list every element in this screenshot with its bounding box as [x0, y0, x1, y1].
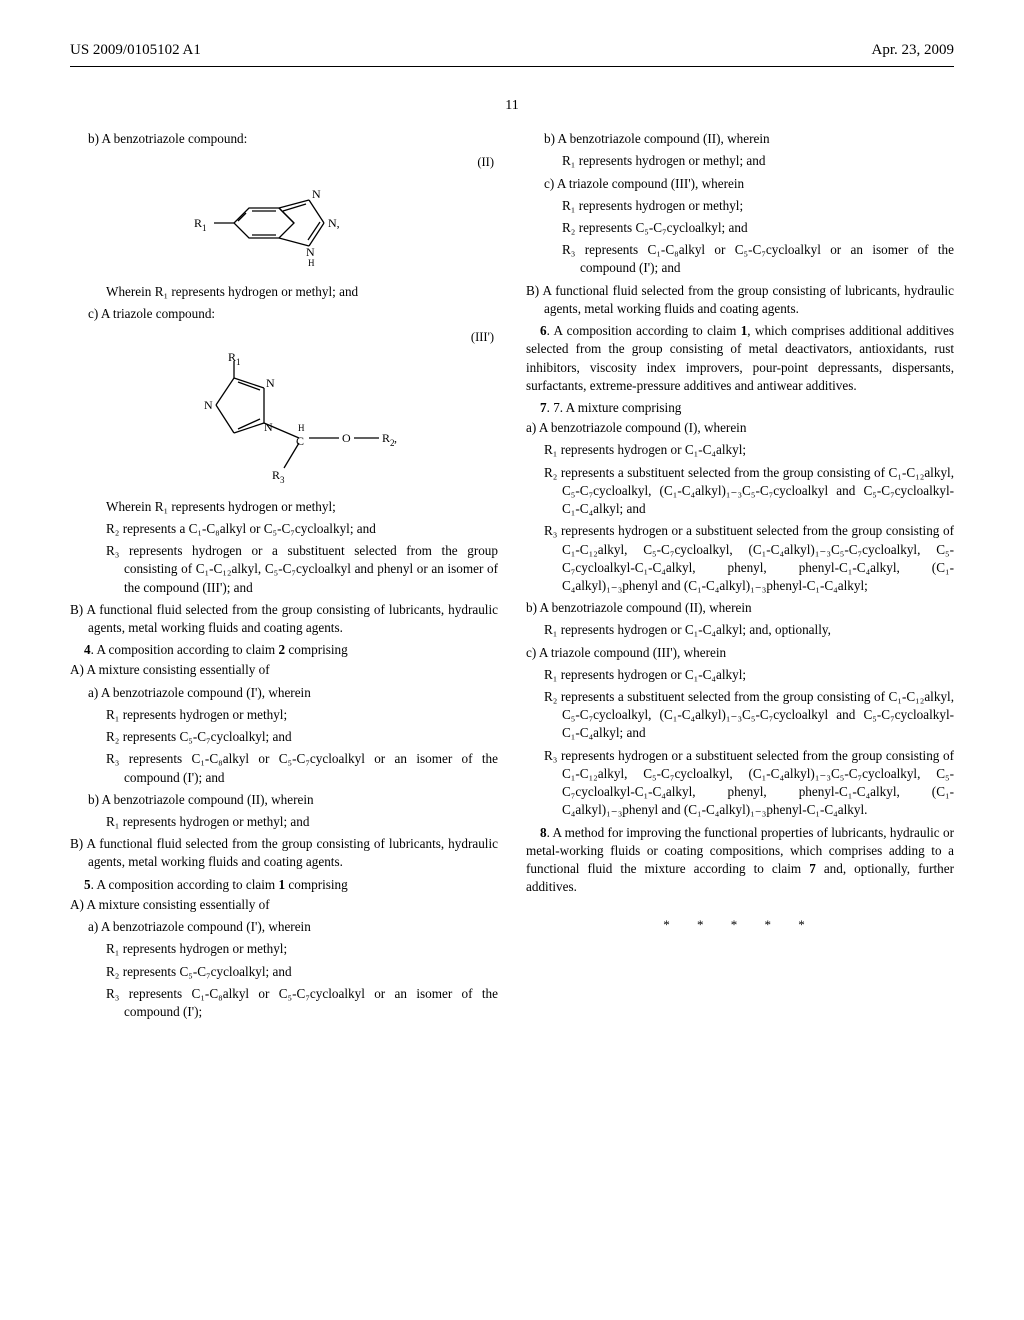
c7-c: c) A triazole compound (III'), wherein: [526, 644, 954, 662]
c5-b: b) A benzotriazole compound (II), wherei…: [526, 130, 954, 148]
svg-text:1: 1: [236, 357, 241, 367]
c5-a-R3: R₃ represents C₁-C₈alkyl or C₅-C₇cycloal…: [70, 985, 498, 1021]
c5-a-R2: R₂ represents C₅-C₇cycloalkyl; and: [70, 963, 498, 981]
c4-B: B) A functional fluid selected from the …: [70, 835, 498, 871]
svg-text:N: N: [306, 245, 315, 259]
wherein-III-R2: R₂ represents a C₁-C₈alkyl or C₅-C₇cyclo…: [70, 520, 498, 538]
section-B-3: B) A functional fluid selected from the …: [70, 601, 498, 637]
patent-number: US 2009/0105102 A1: [70, 40, 201, 60]
svg-text:N,: N,: [328, 216, 340, 230]
c5-c-R1: R₁ represents hydrogen or methyl;: [526, 197, 954, 215]
wherein-III-R1: Wherein R₁ represents hydrogen or methyl…: [70, 498, 498, 516]
svg-text:N: N: [312, 187, 321, 201]
c7-a-R3: R₃ represents hydrogen or a substituent …: [526, 522, 954, 595]
column-right: b) A benzotriazole compound (II), wherei…: [526, 130, 954, 1025]
wherein-III-R3: R₃ represents hydrogen or a substituent …: [70, 542, 498, 597]
c4-a-R1: R₁ represents hydrogen or methyl;: [70, 706, 498, 724]
header-rule: [70, 66, 954, 67]
item-c-intro: c) A triazole compound:: [70, 305, 498, 323]
structure-III: R 1 N N N H C O R 2 R 3 ,: [70, 353, 498, 488]
formula-III-tag: (III'): [70, 329, 494, 346]
item-b-intro: b) A benzotriazole compound:: [70, 130, 498, 148]
c5-A: A) A mixture consisting essentially of: [70, 896, 498, 914]
c5-a-R1: R₁ represents hydrogen or methyl;: [70, 940, 498, 958]
formula-II-tag: (II): [70, 154, 494, 171]
c5-c-R3: R₃ represents C₁-C₈alkyl or C₅-C₇cycloal…: [526, 241, 954, 277]
claim-7: 7. 7. A mixture comprising: [526, 399, 954, 417]
c4-a: a) A benzotriazole compound (I'), wherei…: [70, 684, 498, 702]
svg-text:,: ,: [394, 431, 397, 445]
claim-8: 8. A method for improving the functional…: [526, 824, 954, 897]
c7-b-R1: R₁ represents hydrogen or C₁-C₄alkyl; an…: [526, 621, 954, 639]
c4-b: b) A benzotriazole compound (II), wherei…: [70, 791, 498, 809]
column-left: b) A benzotriazole compound: (II): [70, 130, 498, 1025]
svg-text:C: C: [296, 434, 304, 448]
columns: b) A benzotriazole compound: (II): [70, 130, 954, 1025]
c5-c-R2: R₂ represents C₅-C₇cycloalkyl; and: [526, 219, 954, 237]
svg-text:R: R: [228, 353, 236, 364]
c4-A: A) A mixture consisting essentially of: [70, 661, 498, 679]
page-header: US 2009/0105102 A1 Apr. 23, 2009: [70, 40, 954, 60]
c5-B: B) A functional fluid selected from the …: [526, 282, 954, 318]
wherein-II: Wherein R₁ represents hydrogen or methyl…: [70, 283, 498, 301]
page-number: 11: [70, 97, 954, 116]
end-stars: * * * * *: [526, 916, 954, 934]
svg-text:R: R: [382, 431, 390, 445]
svg-text:R: R: [194, 216, 202, 230]
svg-text:N: N: [204, 398, 213, 412]
publication-date: Apr. 23, 2009: [872, 40, 955, 60]
page: US 2009/0105102 A1 Apr. 23, 2009 11 b) A…: [0, 0, 1024, 1320]
svg-text:R: R: [272, 468, 280, 482]
c5-c: c) A triazole compound (III'), wherein: [526, 175, 954, 193]
claim-5: 5. A composition according to claim 1 co…: [70, 876, 498, 894]
claim-4-text: A composition according to claim 2 compr…: [96, 642, 347, 657]
svg-text:H: H: [308, 258, 315, 268]
c5-b-R1: R₁ represents hydrogen or methyl; and: [526, 152, 954, 170]
c7-a-R1: R₁ represents hydrogen or C₁-C₄alkyl;: [526, 441, 954, 459]
c4-a-R2: R₂ represents C₅-C₇cycloalkyl; and: [70, 728, 498, 746]
claim-4: 4. A composition according to claim 2 co…: [70, 641, 498, 659]
c7-c-R3: R₃ represents hydrogen or a substituent …: [526, 747, 954, 820]
claim-6: 6. A composition according to claim 1, w…: [526, 322, 954, 395]
c7-c-R2: R₂ represents a substituent selected fro…: [526, 688, 954, 743]
c4-b-R1: R₁ represents hydrogen or methyl; and: [70, 813, 498, 831]
c7-c-R1: R₁ represents hydrogen or C₁-C₄alkyl;: [526, 666, 954, 684]
c7-a: a) A benzotriazole compound (I), wherein: [526, 419, 954, 437]
c5-a: a) A benzotriazole compound (I'), wherei…: [70, 918, 498, 936]
c7-b: b) A benzotriazole compound (II), wherei…: [526, 599, 954, 617]
svg-text:1: 1: [202, 223, 207, 233]
svg-text:H: H: [298, 423, 305, 433]
svg-text:3: 3: [280, 475, 285, 483]
structure-II: R 1 N N, N H: [70, 178, 498, 273]
svg-text:O: O: [342, 431, 351, 445]
svg-text:N: N: [264, 420, 273, 434]
c4-a-R3: R₃ represents C₁-C₈alkyl or C₅-C₇cycloal…: [70, 750, 498, 786]
svg-text:N: N: [266, 376, 275, 390]
c7-a-R2: R₂ represents a substituent selected fro…: [526, 464, 954, 519]
